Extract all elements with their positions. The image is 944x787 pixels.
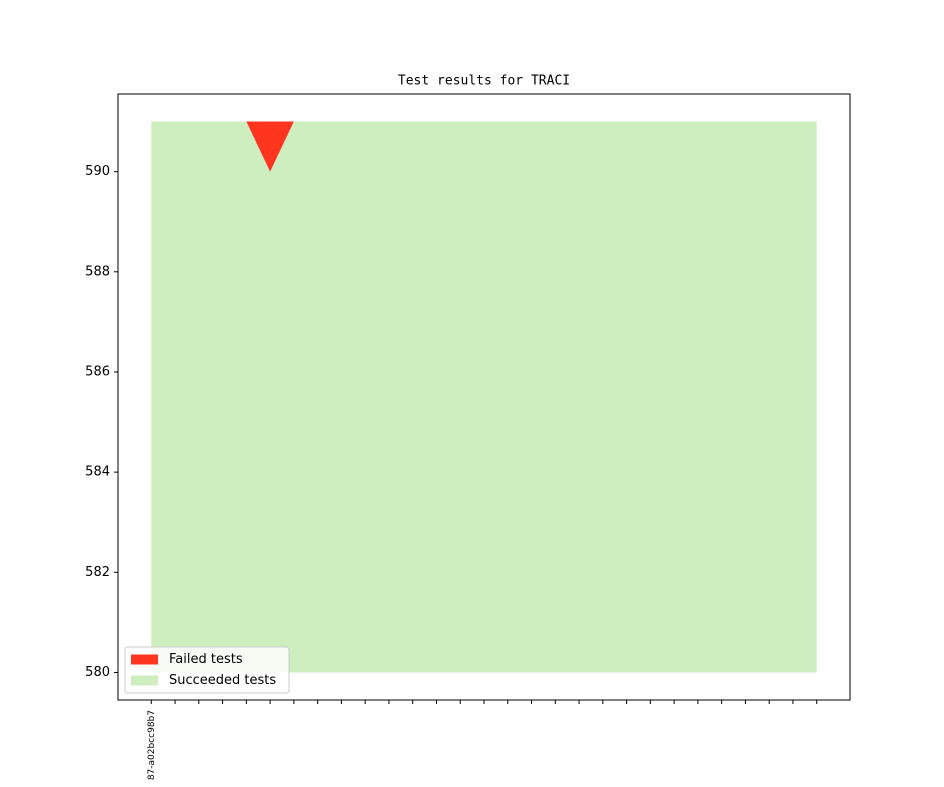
y-tick-label: 584 bbox=[85, 465, 110, 480]
y-tick-label: 586 bbox=[85, 364, 110, 379]
y-tick-label: 582 bbox=[85, 565, 110, 580]
legend-swatch bbox=[131, 675, 158, 686]
legend-box bbox=[124, 646, 290, 694]
legend-label: Failed tests bbox=[169, 652, 243, 667]
legend: Failed tests Succeeded tests bbox=[124, 646, 290, 694]
legend-swatch bbox=[131, 654, 158, 665]
area bbox=[151, 121, 817, 673]
y-tick-label: 590 bbox=[85, 164, 110, 179]
x-tick-label: 87-a02bcc98b7 bbox=[147, 710, 157, 780]
legend-label: Succeeded tests bbox=[169, 673, 276, 688]
y-tick-label: 588 bbox=[85, 264, 110, 279]
y-tick-label: 580 bbox=[85, 665, 110, 680]
chart-title: Test results for TRACI bbox=[398, 74, 570, 89]
